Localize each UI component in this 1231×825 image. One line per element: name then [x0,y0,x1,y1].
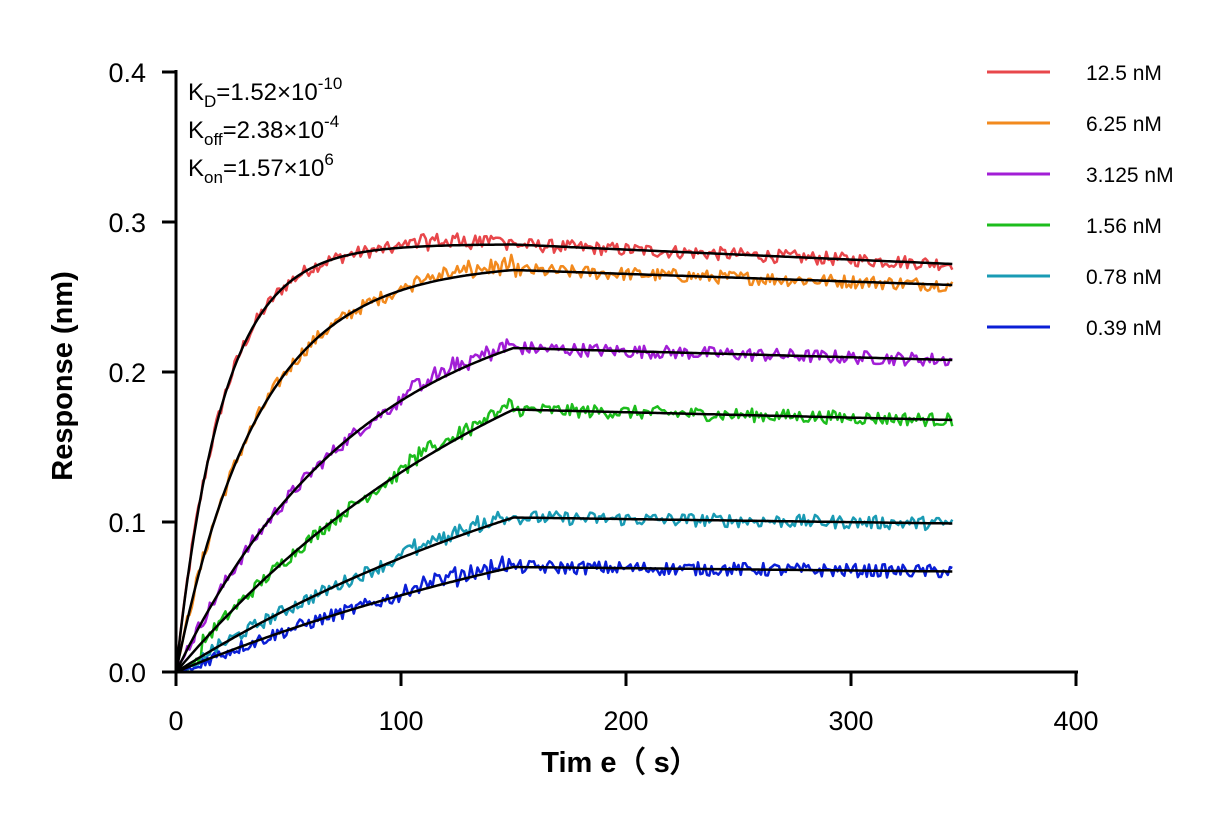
kinetic-constant: Kon=1.57×106 [188,150,334,187]
legend-label: 6.25 nM [1086,113,1162,136]
series-fit-curve [174,346,953,673]
series-fit-curve [174,268,953,673]
series-fit-curve [175,565,953,674]
x-tick-label: 100 [378,706,423,736]
kinetic-value: =1.57×10 [223,155,324,182]
series-fit-curve [175,516,953,674]
kinetic-symbol: K [188,155,204,182]
kinetic-subscript: off [204,130,223,149]
series-trace [175,397,954,674]
series-trace [175,555,953,674]
x-tick-label: 200 [603,706,648,736]
kinetic-symbol: K [188,79,204,106]
legend-label: 3.125 nM [1086,164,1174,187]
plot-area [174,232,954,674]
kinetic-value: =2.38×10 [223,117,324,144]
kinetic-subscript: D [204,92,216,111]
legend: 12.5 nM 6.25 nM 3.125 nM 1.56 nM 0.78 nM 0.39… [987,62,1174,340]
y-tick-label: 0.1 [108,508,146,538]
kinetic-exponent: -4 [324,112,339,131]
kinetic-constant: KD=1.52×10-10 [188,74,342,111]
y-tick-label: 0.2 [108,358,146,388]
x-axis-title: Tim e（ s） [541,746,698,779]
series-trace [174,338,953,672]
legend-label: 12.5 nM [1086,62,1162,85]
axis-ticks: 0 100 200 300 400 0.0 0.1 0.2 0.3 0.4 [108,58,1098,736]
y-tick-label: 0.0 [108,658,146,688]
kinetic-constant: Koff=2.38×10-4 [188,112,339,149]
kinetic-subscript: on [204,168,223,187]
y-tick-label: 0.3 [108,208,146,238]
kinetic-exponent: -10 [318,74,343,93]
series-fit-curve [175,408,953,673]
x-tick-label: 0 [168,706,183,736]
y-axis-title: Response (nm) [47,271,79,480]
legend-label: 1.56 nM [1086,215,1162,238]
kinetic-exponent: 6 [324,150,333,169]
series-fit-curve [174,243,953,673]
y-tick-label: 0.4 [108,58,146,88]
kinetic-value: =1.52×10 [216,79,317,106]
legend-label: 0.78 nM [1086,266,1162,289]
kinetic-symbol: K [188,117,204,144]
x-tick-label: 300 [828,706,873,736]
series-trace [174,253,954,673]
series-trace [175,510,954,674]
legend-label: 0.39 nM [1086,317,1162,340]
x-tick-label: 400 [1053,706,1098,736]
